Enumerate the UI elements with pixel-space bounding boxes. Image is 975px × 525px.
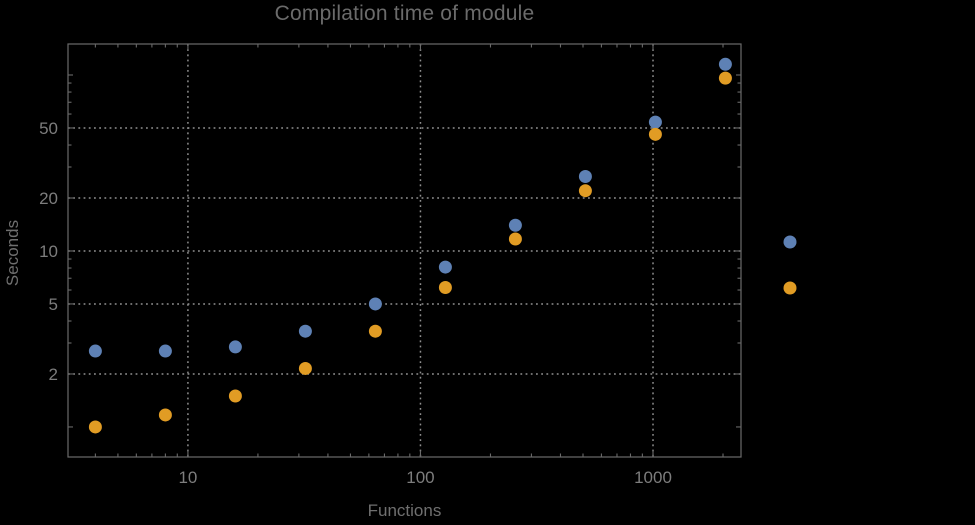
data-point-series-orange <box>718 71 732 85</box>
y-tick-label: 2 <box>49 365 58 384</box>
data-point-series-blue <box>228 340 242 354</box>
y-tick-label: 20 <box>39 189 58 208</box>
chart-title: Compilation time of module <box>274 2 535 25</box>
data-point-series-orange <box>88 420 102 434</box>
data-point-series-blue <box>508 218 522 232</box>
data-point-series-orange <box>368 324 382 338</box>
data-point-series-orange <box>228 389 242 403</box>
data-point-series-blue <box>648 115 662 129</box>
x-tick-label: 10 <box>178 468 197 487</box>
data-point-series-orange <box>298 361 312 375</box>
data-point-series-blue <box>578 169 592 183</box>
x-tick-label: 100 <box>406 468 434 487</box>
data-point-series-blue <box>88 344 102 358</box>
legend-marker <box>783 281 797 295</box>
y-tick-label: 5 <box>49 295 58 314</box>
y-tick-label: 50 <box>39 119 58 138</box>
y-tick-label: 10 <box>39 242 58 261</box>
data-point-series-blue <box>438 260 452 274</box>
data-point-series-orange <box>648 127 662 141</box>
data-point-series-blue <box>158 344 172 358</box>
data-point-series-orange <box>578 184 592 198</box>
data-point-series-orange <box>158 408 172 422</box>
data-point-series-orange <box>438 281 452 295</box>
x-tick-label: 1000 <box>634 468 672 487</box>
data-point-series-blue <box>298 324 312 338</box>
data-point-series-orange <box>508 232 522 246</box>
data-point-series-blue <box>368 297 382 311</box>
x-axis-label: Functions <box>367 501 442 520</box>
data-point-series-blue <box>718 57 732 71</box>
legend-marker <box>783 235 797 249</box>
